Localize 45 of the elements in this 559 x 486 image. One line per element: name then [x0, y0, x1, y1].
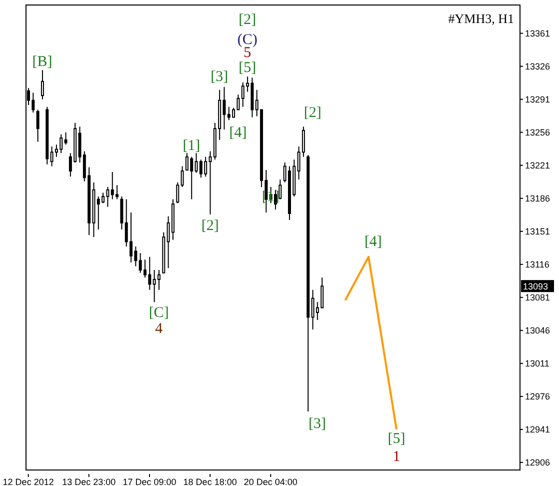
annotation: [C] — [148, 305, 169, 321]
y-tick-label: 12906 — [525, 458, 550, 468]
candlestick — [64, 132, 68, 146]
candlestick — [36, 109, 40, 142]
candlestick — [171, 198, 174, 240]
annotation: [5] — [388, 431, 406, 447]
candlestick — [306, 154, 310, 412]
y-tick-label: 13186 — [525, 194, 550, 204]
y-tick-label: 13221 — [525, 160, 550, 171]
y-tick-label: 13361 — [525, 28, 550, 38]
y-tick-label: 13326 — [525, 62, 550, 72]
annotation: [3] — [210, 69, 228, 85]
y-tick-label: 13081 — [525, 292, 550, 303]
x-tick-label: 20 Dec 04:00 — [244, 477, 298, 486]
y-tick-label: 13291 — [525, 94, 550, 105]
annotation: [4] — [364, 234, 382, 250]
x-tick-label: 17 Dec 09:00 — [122, 477, 176, 486]
annotation: [B] — [32, 54, 52, 70]
annotation: 1 — [392, 449, 400, 465]
annotation: [2] — [238, 12, 256, 28]
annotation: 5 — [244, 45, 252, 61]
y-tick-label: 12976 — [525, 392, 550, 402]
annotation: [4] — [229, 125, 247, 141]
annotation: [2] — [201, 218, 219, 234]
annotation: [5] — [238, 60, 256, 76]
y-tick-label: 13011 — [525, 358, 550, 369]
candlestick — [40, 70, 44, 100]
annotation: [2] — [304, 105, 322, 121]
x-tick-label: 18 Dec 18:00 — [183, 477, 237, 486]
candlestick — [157, 270, 160, 290]
annotation: [3] — [308, 416, 326, 432]
y-tick-label: 13256 — [525, 128, 550, 138]
text: #YMH3, H1 — [448, 11, 514, 27]
y-tick-label: 12941 — [525, 424, 550, 435]
candlestick — [120, 196, 124, 230]
x-tick-label: 13 Dec 23:00 — [62, 477, 116, 486]
annotation: (C) — [237, 32, 258, 48]
annotation: [1] — [262, 189, 280, 205]
text: 13093 — [523, 282, 548, 292]
annotation: [1] — [182, 138, 200, 154]
y-tick-label: 13046 — [525, 326, 550, 336]
y-tick-label: 13116 — [525, 260, 550, 270]
x-tick-label: 12 Dec 2012 — [2, 477, 54, 486]
annotation: 4 — [155, 321, 164, 337]
y-tick-label: 13151 — [525, 226, 550, 237]
